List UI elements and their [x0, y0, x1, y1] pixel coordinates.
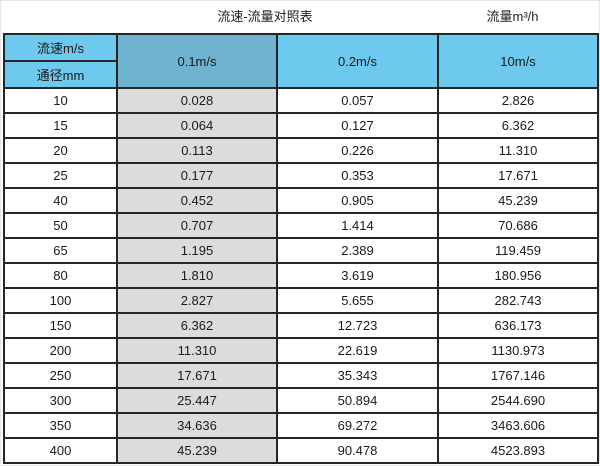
table-row: 200 11.310 22.619 1130.973	[3, 337, 599, 364]
flow-cell-0.1ms: 6.362	[116, 312, 278, 339]
flow-cell-0.1ms: 2.827	[116, 287, 278, 314]
flow-cell-10ms: 1130.973	[437, 337, 599, 364]
flow-cell-10ms: 4523.893	[437, 437, 599, 464]
flow-cell-0.2ms: 35.343	[276, 362, 439, 389]
corner-cell-velocity: 流速m/s	[3, 33, 118, 62]
diameter-cell: 150	[3, 312, 118, 339]
flow-cell-0.2ms: 1.414	[276, 212, 439, 239]
diameter-cell: 250	[3, 362, 118, 389]
corner-cell-diameter: 通径mm	[3, 60, 118, 89]
flow-cell-10ms: 1767.146	[437, 362, 599, 389]
flow-cell-0.2ms: 90.478	[276, 437, 439, 464]
diameter-cell: 350	[3, 412, 118, 439]
flow-cell-0.1ms: 1.195	[116, 237, 278, 264]
diameter-cell: 80	[3, 262, 118, 289]
flow-cell-0.2ms: 69.272	[276, 412, 439, 439]
table-row: 50 0.707 1.414 70.686	[3, 212, 599, 239]
table-row: 80 1.810 3.619 180.956	[3, 262, 599, 289]
flow-cell-0.1ms: 0.707	[116, 212, 278, 239]
table-row: 400 45.239 90.478 4523.893	[3, 437, 599, 464]
diameter-cell: 65	[3, 237, 118, 264]
flow-cell-0.2ms: 12.723	[276, 312, 439, 339]
table-row: 20 0.113 0.226 11.310	[3, 137, 599, 164]
header-row-velocity: 流速m/s 0.1m/s 0.2m/s 10m/s	[3, 33, 599, 89]
flow-cell-10ms: 70.686	[437, 212, 599, 239]
table-row: 25 0.177 0.353 17.671	[3, 162, 599, 189]
diameter-cell: 300	[3, 387, 118, 414]
diameter-cell: 20	[3, 137, 118, 164]
diameter-cell: 400	[3, 437, 118, 464]
flow-cell-0.2ms: 3.619	[276, 262, 439, 289]
diameter-cell: 10	[3, 87, 118, 114]
velocity-col-header-0.1: 0.1m/s	[116, 33, 278, 89]
table-row: 10 0.028 0.057 2.826	[3, 87, 599, 114]
diameter-cell: 25	[3, 162, 118, 189]
flow-cell-10ms: 2.826	[437, 87, 599, 114]
table-row: 300 25.447 50.894 2544.690	[3, 387, 599, 414]
flow-cell-10ms: 45.239	[437, 187, 599, 214]
flow-cell-10ms: 2544.690	[437, 387, 599, 414]
flow-cell-0.1ms: 0.028	[116, 87, 278, 114]
flow-cell-0.1ms: 0.452	[116, 187, 278, 214]
table-row: 150 6.362 12.723 636.173	[3, 312, 599, 339]
table-header: 流速m/s 0.1m/s 0.2m/s 10m/s 通径mm	[3, 33, 599, 89]
flow-cell-10ms: 17.671	[437, 162, 599, 189]
velocity-col-header-10: 10m/s	[437, 33, 599, 89]
flow-cell-0.2ms: 0.226	[276, 137, 439, 164]
flow-cell-0.1ms: 0.177	[116, 162, 278, 189]
flow-cell-0.2ms: 0.127	[276, 112, 439, 139]
diameter-cell: 200	[3, 337, 118, 364]
diameter-cell: 15	[3, 112, 118, 139]
flow-rate-table: 流速m/s 0.1m/s 0.2m/s 10m/s 通径mm 10 0.028 0.…	[3, 33, 599, 464]
header-row-diameter: 通径mm	[3, 60, 598, 89]
flow-cell-10ms: 119.459	[437, 237, 599, 264]
diameter-cell: 100	[3, 287, 118, 314]
flow-cell-10ms: 6.362	[437, 112, 599, 139]
flow-cell-0.1ms: 17.671	[116, 362, 278, 389]
flow-cell-0.2ms: 22.619	[276, 337, 439, 364]
flow-cell-0.1ms: 34.636	[116, 412, 278, 439]
velocity-col-header-0.2: 0.2m/s	[276, 33, 439, 89]
flow-cell-10ms: 282.743	[437, 287, 599, 314]
table-row: 15 0.064 0.127 6.362	[3, 112, 599, 139]
flow-cell-0.2ms: 0.057	[276, 87, 439, 114]
table-body: 10 0.028 0.057 2.826 15 0.064 0.127 6.362 20 0.11…	[3, 87, 599, 464]
flow-cell-10ms: 180.956	[437, 262, 599, 289]
flow-cell-0.2ms: 0.905	[276, 187, 439, 214]
flow-cell-0.2ms: 50.894	[276, 387, 439, 414]
diameter-cell: 50	[3, 212, 118, 239]
flow-cell-0.1ms: 11.310	[116, 337, 278, 364]
diameter-cell: 40	[3, 187, 118, 214]
flow-cell-10ms: 11.310	[437, 137, 599, 164]
table-row: 65 1.195 2.389 119.459	[3, 237, 599, 264]
flow-cell-0.1ms: 0.064	[116, 112, 278, 139]
flow-cell-0.1ms: 1.810	[116, 262, 278, 289]
table-title: 流速-流量对照表	[217, 9, 313, 24]
table-row: 250 17.671 35.343 1767.146	[3, 362, 599, 389]
flow-cell-0.1ms: 25.447	[116, 387, 278, 414]
flow-cell-10ms: 636.173	[437, 312, 599, 339]
flow-cell-0.2ms: 0.353	[276, 162, 439, 189]
flow-cell-0.1ms: 0.113	[116, 137, 278, 164]
table-row: 350 34.636 69.272 3463.606	[3, 412, 599, 439]
flow-cell-10ms: 3463.606	[437, 412, 599, 439]
flow-cell-0.2ms: 2.389	[276, 237, 439, 264]
table-row: 100 2.827 5.655 282.743	[3, 287, 599, 314]
table-row: 40 0.452 0.905 45.239	[3, 187, 599, 214]
flow-cell-0.1ms: 45.239	[116, 437, 278, 464]
flow-unit-label: 流量m³/h	[486, 9, 539, 24]
title-row: 流速-流量对照表 流量m³/h	[0, 2, 600, 28]
flow-cell-0.2ms: 5.655	[276, 287, 439, 314]
